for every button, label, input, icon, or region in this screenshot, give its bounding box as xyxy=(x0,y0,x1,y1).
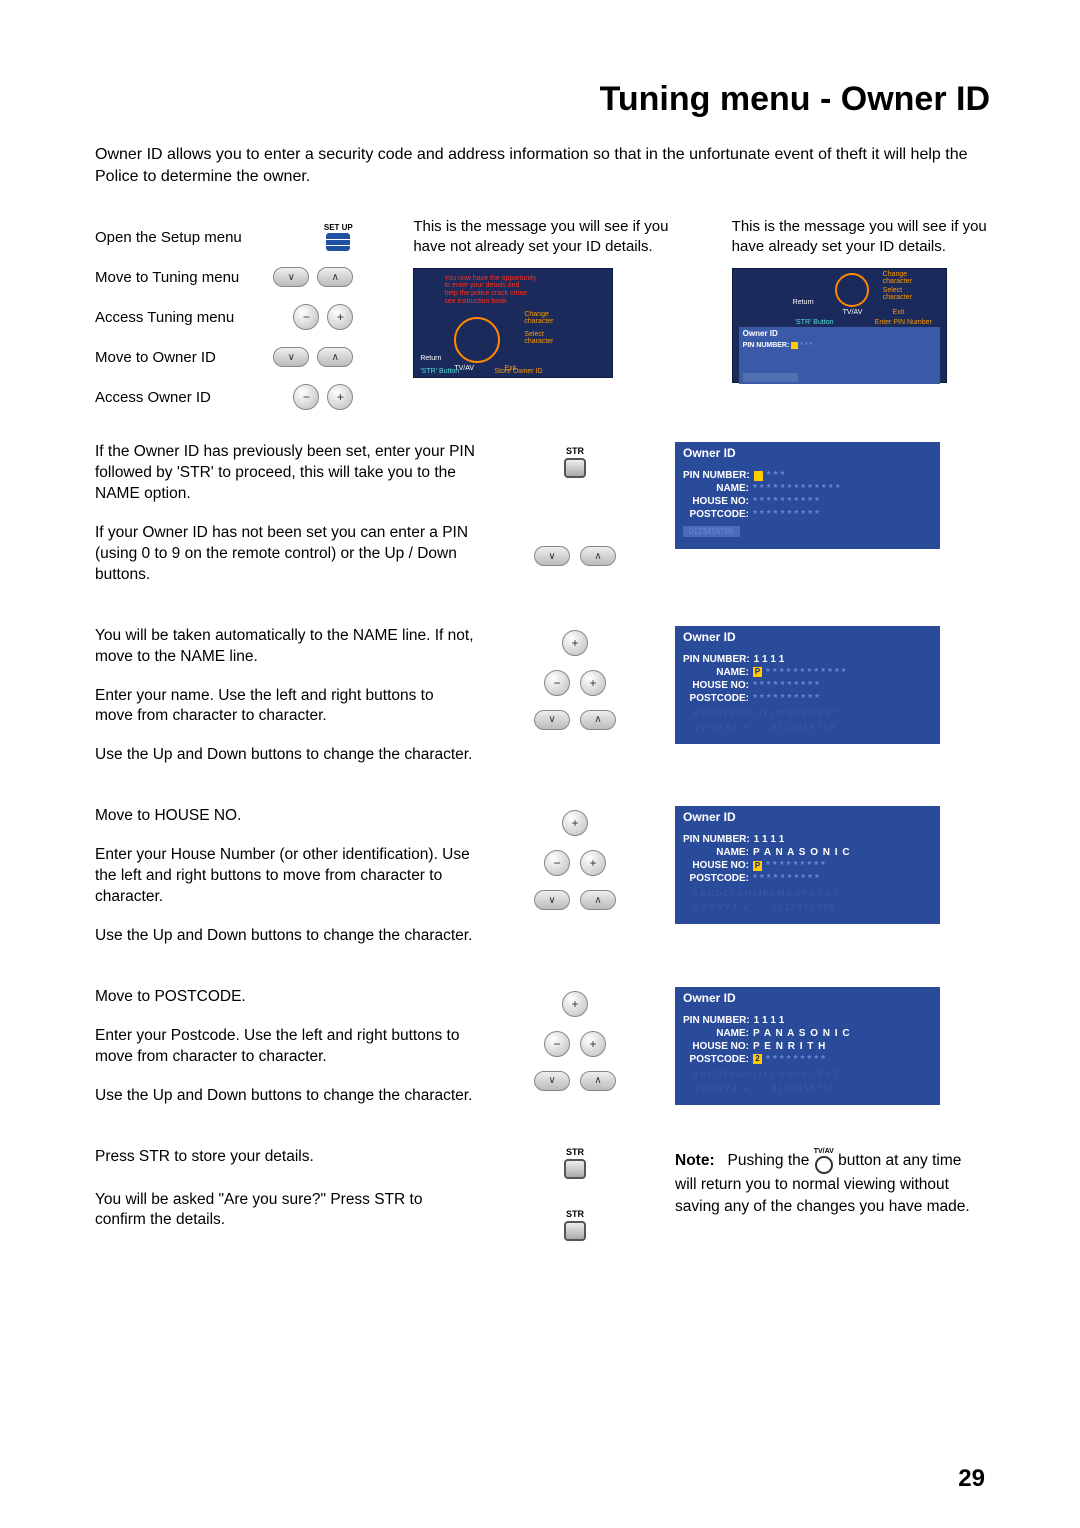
mini-screen-set: Change character Select character Return… xyxy=(732,268,947,383)
plus-icon: + xyxy=(580,850,606,876)
str-button-icon: STR xyxy=(564,1147,586,1179)
steps-column: Open the Setup menu SET UP Move to Tunin… xyxy=(95,217,353,417)
minus-icon: − xyxy=(544,850,570,876)
plus-icon: + xyxy=(562,810,588,836)
minus-icon: − xyxy=(544,1031,570,1057)
section-store: Press STR to store your details. You wil… xyxy=(95,1147,990,1254)
mini-screen-notset: You now have the opportunity to enter yo… xyxy=(413,268,613,378)
section-name: You will be taken automatically to the N… xyxy=(95,626,990,785)
top-steps-row: Open the Setup menu SET UP Move to Tunin… xyxy=(95,217,990,417)
down-icon: ∨ xyxy=(273,347,309,367)
owner-id-panel-4: Owner ID PIN NUMBER:1 1 1 1 NAME:P A N A… xyxy=(675,987,940,1105)
down-icon: ∨ xyxy=(534,546,570,566)
step-item: Access Tuning menu − + xyxy=(95,297,353,337)
navigation-ring-icon xyxy=(835,273,869,307)
up-icon: ∧ xyxy=(580,710,616,730)
up-icon: ∧ xyxy=(317,267,353,287)
section-house: Move to HOUSE NO. Enter your House Numbe… xyxy=(95,806,990,965)
step-item: Access Owner ID − + xyxy=(95,377,353,417)
cursor-icon: P xyxy=(753,667,762,677)
str-button-icon: STR xyxy=(564,446,586,478)
plus-icon: + xyxy=(580,1031,606,1057)
step-text: Open the Setup menu xyxy=(95,229,323,246)
cursor-icon: P xyxy=(753,861,762,871)
down-icon: ∨ xyxy=(273,267,309,287)
down-icon: ∨ xyxy=(534,890,570,910)
up-icon: ∧ xyxy=(580,1071,616,1091)
intro-paragraph: Owner ID allows you to enter a security … xyxy=(95,144,990,187)
step-item: Move to Owner ID ∨ ∧ xyxy=(95,337,353,377)
cursor-icon: 2 xyxy=(753,1054,762,1064)
owner-id-panel-1: Owner ID PIN NUMBER:*** NAME:***********… xyxy=(675,442,940,549)
plus-icon: + xyxy=(562,991,588,1017)
minus-icon: − xyxy=(293,384,319,410)
step-item: Open the Setup menu SET UP xyxy=(95,217,353,257)
down-icon: ∨ xyxy=(534,710,570,730)
page-number: 29 xyxy=(958,1465,985,1493)
step-text: Access Owner ID xyxy=(95,389,293,406)
page-title: Tuning menu - Owner ID xyxy=(95,80,990,119)
cursor-icon xyxy=(754,471,763,481)
step-text: Move to Tuning menu xyxy=(95,269,273,286)
str-button-icon: STR xyxy=(564,1209,586,1241)
message-col-notset: This is the message you will see if you … xyxy=(413,217,671,417)
note-box: Note: Pushing the TV/AV button at any ti… xyxy=(675,1147,975,1218)
plus-icon: + xyxy=(562,630,588,656)
section-postcode: Move to POSTCODE. Enter your Postcode. U… xyxy=(95,987,990,1125)
up-icon: ∧ xyxy=(317,347,353,367)
step-item: Move to Tuning menu ∨ ∧ xyxy=(95,257,353,297)
plus-icon: + xyxy=(327,384,353,410)
navigation-ring-icon xyxy=(454,317,500,363)
setup-icon: SET UP xyxy=(323,223,353,251)
minus-icon: − xyxy=(293,304,319,330)
owner-id-panel-3: Owner ID PIN NUMBER:1 1 1 1 NAME:P A N A… xyxy=(675,806,940,924)
tvav-icon: TV/AV xyxy=(814,1147,834,1175)
plus-icon: + xyxy=(327,304,353,330)
owner-id-panel-2: Owner ID PIN NUMBER:1 1 1 1 NAME:P******… xyxy=(675,626,940,744)
up-icon: ∧ xyxy=(580,890,616,910)
minus-icon: − xyxy=(544,670,570,696)
cursor-icon xyxy=(791,342,798,349)
message-col-set: This is the message you will see if you … xyxy=(732,217,990,417)
step-text: Access Tuning menu xyxy=(95,309,293,326)
down-icon: ∨ xyxy=(534,1071,570,1091)
up-icon: ∧ xyxy=(580,546,616,566)
plus-icon: + xyxy=(580,670,606,696)
section-pin: If the Owner ID has previously been set,… xyxy=(95,442,990,604)
step-text: Move to Owner ID xyxy=(95,349,273,366)
